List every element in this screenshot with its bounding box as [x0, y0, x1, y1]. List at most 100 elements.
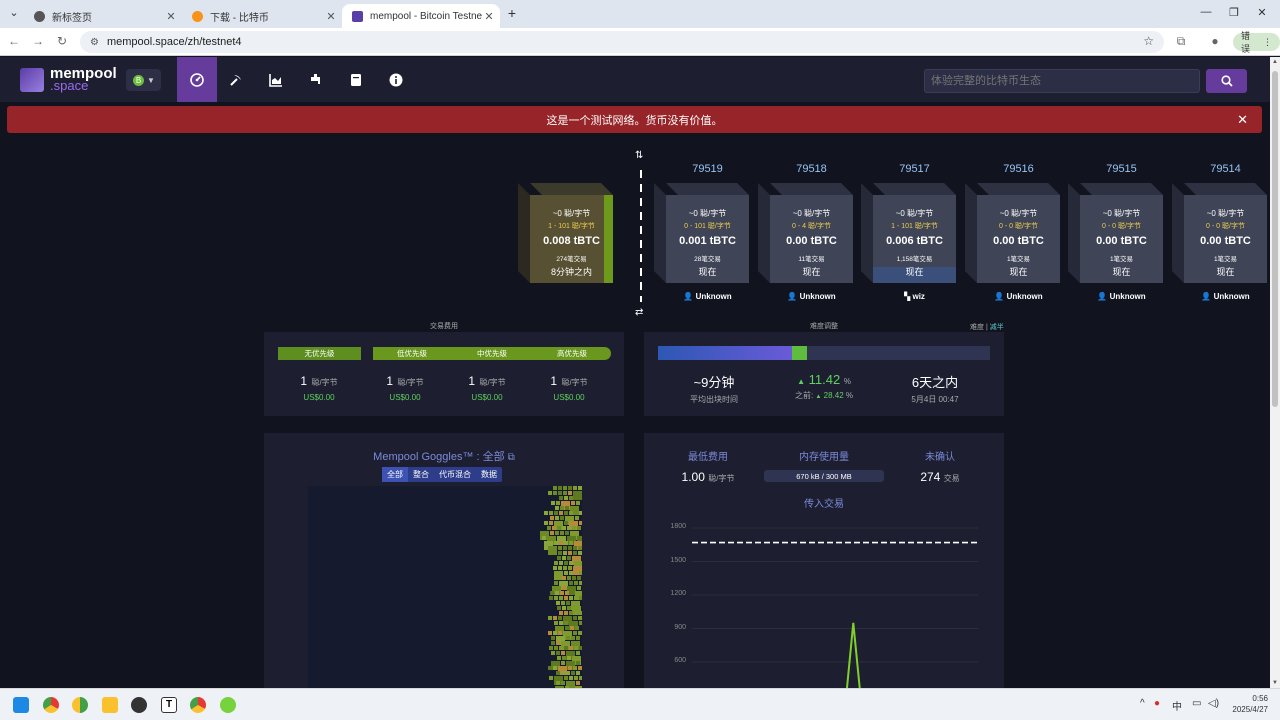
graphs-icon[interactable] [256, 57, 296, 102]
tx-square[interactable] [556, 641, 560, 645]
tx-square[interactable] [559, 596, 563, 600]
tx-square[interactable] [558, 551, 562, 555]
block-miner[interactable]: 👤 Unknown [666, 292, 749, 301]
tx-square[interactable] [562, 656, 566, 660]
tx-square[interactable] [559, 611, 563, 615]
scroll-down-icon[interactable]: ▼ [1272, 680, 1278, 686]
tx-square[interactable] [561, 671, 565, 675]
tx-square[interactable] [557, 526, 561, 530]
tx-square[interactable] [573, 491, 582, 500]
tx-square[interactable] [554, 621, 558, 625]
chrome-active-icon[interactable] [190, 697, 206, 713]
tab-list-button[interactable]: ⌄ [9, 7, 19, 19]
tx-square[interactable] [565, 591, 569, 595]
tx-square[interactable] [571, 601, 580, 610]
tx-square[interactable] [556, 501, 560, 505]
tx-square[interactable] [556, 636, 565, 645]
tx-square[interactable] [569, 646, 573, 650]
dashboard-icon[interactable] [177, 57, 217, 102]
tx-square[interactable] [574, 561, 583, 570]
tx-square[interactable] [564, 561, 568, 565]
tx-square[interactable] [564, 521, 568, 525]
tx-square[interactable] [571, 641, 580, 650]
tx-square[interactable] [576, 681, 580, 685]
difficulty-toggle[interactable]: 难度 | 减半 [970, 322, 1004, 332]
network-selector[interactable]: B ▼ [126, 69, 161, 91]
tx-square[interactable] [567, 526, 571, 530]
block-miner[interactable]: 👤 Unknown [1080, 292, 1163, 301]
tx-square[interactable] [569, 611, 573, 615]
tx-square[interactable] [559, 511, 563, 515]
new-tab-button[interactable]: + [507, 5, 517, 21]
tx-square[interactable] [577, 576, 581, 580]
tx-square[interactable] [579, 571, 583, 575]
tx-square[interactable] [567, 576, 571, 580]
tx-square[interactable] [565, 516, 574, 525]
system-clock[interactable]: 0:56 2025/4/27 [1228, 693, 1268, 715]
tx-square[interactable] [578, 666, 582, 670]
bookmark-star-icon[interactable]: ☆ [1143, 34, 1154, 48]
reload-icon[interactable]: ↻ [56, 34, 68, 48]
tx-square[interactable] [563, 491, 567, 495]
url-field[interactable]: ⚙ mempool.space/zh/testnet4 ☆ [80, 31, 1164, 53]
tx-square[interactable] [579, 521, 583, 525]
tx-square[interactable] [551, 651, 555, 655]
tx-square[interactable] [554, 581, 558, 585]
tx-square[interactable] [556, 601, 560, 605]
tx-square[interactable] [568, 491, 572, 495]
tx-square[interactable] [567, 536, 576, 545]
tx-square[interactable] [554, 646, 558, 650]
tx-square[interactable] [556, 681, 560, 685]
tx-square[interactable] [553, 666, 557, 670]
tx-square[interactable] [574, 541, 583, 550]
tx-square[interactable] [552, 586, 561, 595]
browser-tab-bitcoin-download[interactable]: 下载 - 比特币 ✕ [182, 4, 342, 28]
tx-square[interactable] [564, 541, 568, 545]
tx-square[interactable] [579, 646, 583, 650]
page-scrollbar[interactable]: ▲ ▼ [1270, 57, 1280, 688]
tx-square[interactable] [548, 546, 557, 555]
tx-square[interactable] [569, 596, 573, 600]
tx-square[interactable] [549, 646, 553, 650]
tx-square[interactable] [548, 666, 552, 670]
tx-square[interactable] [562, 586, 566, 590]
tx-square[interactable] [562, 606, 566, 610]
tx-square[interactable] [542, 536, 546, 540]
tx-square[interactable] [565, 506, 569, 510]
tx-square[interactable] [561, 661, 565, 665]
tx-square[interactable] [570, 506, 579, 515]
tx-square[interactable] [551, 661, 560, 670]
mined-block[interactable]: ~0 聪/字节 0 - 0 聪/字节 0.00 tBTC 1笔交易 现在 [965, 183, 1060, 283]
tx-square[interactable] [574, 511, 578, 515]
tx-square[interactable] [564, 496, 568, 500]
tx-square[interactable] [540, 531, 549, 540]
tx-square[interactable] [559, 541, 563, 545]
tx-square[interactable] [554, 571, 563, 580]
tx-square[interactable] [544, 521, 548, 525]
tx-square[interactable] [557, 656, 561, 660]
tx-square[interactable] [553, 491, 557, 495]
tx-square[interactable] [569, 496, 573, 500]
tx-square[interactable] [557, 536, 566, 545]
tx-square[interactable] [561, 601, 565, 605]
file-explorer-icon[interactable] [102, 697, 118, 713]
tx-square[interactable] [561, 501, 570, 510]
search-input[interactable] [924, 69, 1200, 93]
tx-square[interactable] [549, 521, 553, 525]
pending-block[interactable]: ~0 聪/字节 1 - 101 聪/字节 0.008 tBTC 274笔交易 8… [518, 183, 613, 283]
minimize-icon[interactable]: — [1200, 6, 1212, 18]
tx-square[interactable] [556, 671, 560, 675]
tx-square[interactable] [554, 541, 558, 545]
tx-square[interactable] [574, 596, 578, 600]
input-language[interactable]: 中 [1172, 702, 1182, 713]
tx-square[interactable] [570, 531, 579, 540]
tx-square[interactable] [563, 566, 567, 570]
windows-start-icon[interactable] [13, 697, 29, 713]
tx-square[interactable] [567, 606, 571, 610]
tx-square[interactable] [555, 626, 564, 635]
close-tab-icon[interactable]: ✕ [166, 10, 176, 23]
tx-square[interactable] [558, 566, 562, 570]
tx-square[interactable] [569, 571, 573, 575]
tx-square[interactable] [563, 616, 572, 625]
tx-square[interactable] [577, 536, 586, 545]
